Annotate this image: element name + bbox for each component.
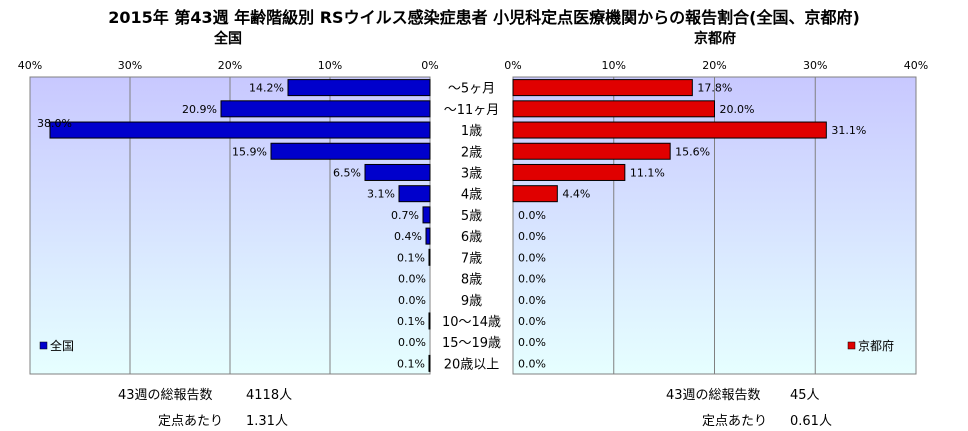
value-label-national: 15.9% <box>232 145 267 158</box>
value-label-kyoto: 0.0% <box>518 251 546 264</box>
bar-national <box>220 100 431 118</box>
tick-label-kyoto: 0% <box>504 59 521 72</box>
value-label-kyoto: 11.1% <box>630 166 665 179</box>
bar-national <box>428 248 431 266</box>
category-label: 6歳 <box>461 230 482 245</box>
value-label-kyoto: 15.6% <box>675 145 710 158</box>
value-label-national: 0.0% <box>398 336 426 349</box>
panel-title-kyoto: 京都府 <box>694 30 736 47</box>
tick-label-national: 40% <box>18 59 42 72</box>
legend-swatch-kyoto <box>847 341 856 350</box>
value-label-national: 0.1% <box>397 315 425 328</box>
tick-label-kyoto: 10% <box>602 59 626 72</box>
bar-national <box>49 121 431 139</box>
legend-label-kyoto: 京都府 <box>858 338 894 353</box>
national-per-value: 1.31人 <box>246 414 288 429</box>
bar-kyoto <box>512 142 671 160</box>
bar-national <box>428 354 431 372</box>
bar-kyoto <box>512 163 626 181</box>
bar-national <box>270 142 431 160</box>
value-label-national: 0.4% <box>394 230 422 243</box>
category-label: 5歳 <box>461 209 482 224</box>
national-total-value: 4118人 <box>246 388 293 403</box>
value-label-kyoto: 0.0% <box>518 357 546 370</box>
bar-national <box>428 312 431 330</box>
value-label-national: 20.9% <box>182 103 217 116</box>
value-label-kyoto: 20.0% <box>720 103 755 116</box>
category-label: 3歳 <box>461 166 482 181</box>
tick-label-kyoto: 30% <box>803 59 827 72</box>
legend-swatch-national <box>39 341 48 350</box>
value-label-national: 0.0% <box>398 273 426 286</box>
value-label-national: 6.5% <box>333 166 361 179</box>
bar-national <box>287 79 431 97</box>
legend-kyoto: 京都府 <box>847 338 894 353</box>
value-label-national: 0.0% <box>398 294 426 307</box>
bar-national <box>398 185 431 203</box>
legend-label-national: 全国 <box>50 338 74 353</box>
bar-kyoto <box>512 100 715 118</box>
bar-national <box>422 206 431 224</box>
national-total-label: 43週の総報告数 <box>118 388 213 403</box>
value-label-national: 3.1% <box>367 188 395 201</box>
value-label-national: 0.7% <box>391 209 419 222</box>
tick-label-kyoto: 40% <box>904 59 928 72</box>
category-label: ～11ヶ月 <box>444 103 500 118</box>
bar-national <box>364 163 431 181</box>
value-label-kyoto: 31.1% <box>831 124 866 137</box>
value-label-kyoto: 4.4% <box>562 188 590 201</box>
bar-national <box>425 227 431 245</box>
value-label-kyoto: 0.0% <box>518 315 546 328</box>
tick-label-national: 10% <box>318 59 342 72</box>
category-label: 8歳 <box>461 273 482 288</box>
bar-kyoto <box>512 121 827 139</box>
category-label: 9歳 <box>461 294 482 309</box>
tick-label-national: 0% <box>421 59 438 72</box>
tick-label-national: 30% <box>118 59 142 72</box>
value-label-national: 14.2% <box>249 82 284 95</box>
value-label-national: 38.0% <box>37 117 72 130</box>
category-label: ～5ヶ月 <box>448 82 495 97</box>
value-label-kyoto: 0.0% <box>518 209 546 222</box>
value-label-kyoto: 0.0% <box>518 294 546 307</box>
value-label-kyoto: 0.0% <box>518 336 546 349</box>
value-label-kyoto: 0.0% <box>518 230 546 243</box>
category-label: 1歳 <box>461 124 482 139</box>
chart-title: 2015年 第43週 年齢階級別 RSウイルス感染症患者 小児科定点医療機関から… <box>108 8 860 27</box>
value-label-national: 0.1% <box>397 251 425 264</box>
value-label-kyoto: 17.8% <box>697 82 732 95</box>
category-label: 2歳 <box>461 145 482 160</box>
bar-kyoto <box>512 185 558 203</box>
national-per-label: 定点あたり <box>158 414 224 429</box>
kyoto-total-value: 45人 <box>790 388 820 403</box>
category-label: 4歳 <box>461 188 482 203</box>
category-label: 10～14歳 <box>442 315 501 330</box>
tick-label-kyoto: 20% <box>702 59 726 72</box>
kyoto-per-label: 定点あたり <box>702 414 768 429</box>
value-label-kyoto: 0.0% <box>518 273 546 286</box>
category-label: 20歳以上 <box>444 357 500 372</box>
kyoto-total-label: 43週の総報告数 <box>666 388 761 403</box>
legend-national: 全国 <box>39 338 74 353</box>
bar-kyoto <box>512 79 693 97</box>
tick-label-national: 20% <box>218 59 242 72</box>
value-label-national: 0.1% <box>397 357 425 370</box>
panel-title-national: 全国 <box>213 30 242 47</box>
kyoto-per-value: 0.61人 <box>790 414 832 429</box>
category-label: 7歳 <box>461 251 482 266</box>
category-label: 15～19歳 <box>442 336 501 351</box>
